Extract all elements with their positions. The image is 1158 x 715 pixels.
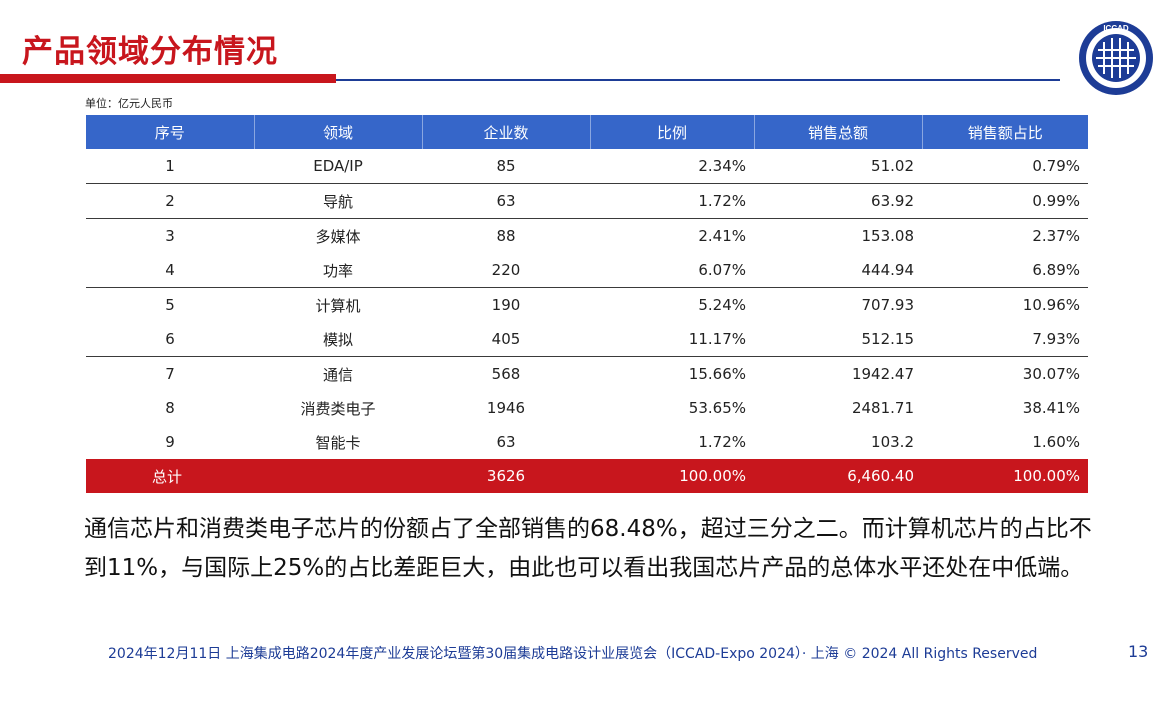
cell-sales-total: 444.94	[861, 261, 915, 279]
total-sales-share: 100.00%	[922, 459, 1088, 493]
unit-label: 单位：亿元人民币	[85, 97, 173, 110]
logo-text: ICCAD	[1103, 24, 1129, 33]
cell-ratio: 11.17%	[688, 330, 746, 348]
cell-index: 2	[86, 183, 254, 219]
title-underline-red	[0, 74, 336, 83]
cell-domain: 导航	[254, 183, 422, 219]
cell-company-count: 63	[422, 183, 590, 219]
cell-ratio: 1.72%	[698, 433, 746, 451]
cell-sales-share: 0.79%	[1032, 157, 1080, 175]
table-header-row: 序号 领域 企业数 比例 销售总额 销售额占比	[86, 115, 1088, 149]
table-row: 7 通信 568 15.66% 1942.47 30.07%	[86, 356, 1088, 391]
cell-sales-total: 512.15	[861, 330, 915, 348]
cell-company-count: 568	[422, 356, 590, 391]
footer-text: 2024年12月11日 上海集成电路2024年度产业发展论坛暨第30届集成电路设…	[108, 646, 1038, 662]
cell-sales-total: 153.08	[754, 218, 922, 253]
table-row: 3 多媒体 88 2.41% 153.08 2.37%	[86, 218, 1088, 253]
header-index: 序号	[86, 115, 255, 149]
header-ratio: 比例	[590, 115, 755, 149]
cell-sales-share: 7.93%	[1032, 330, 1080, 348]
table-row: 9 智能卡 63 1.72% 103.2 1.60%	[86, 425, 1088, 459]
slide-title: 产品领域分布情况	[22, 34, 278, 70]
cell-ratio: 53.65%	[688, 399, 746, 417]
product-domain-table: 序号 领域 企业数 比例 销售总额 销售额占比 1 EDA/IP 85 2.34…	[86, 115, 1088, 493]
iccad-logo-icon: ICCAD	[1079, 21, 1153, 95]
table-row: 8 消费类电子 1946 53.65% 2481.71 38.41%	[86, 391, 1088, 425]
cell-domain: 消费类电子	[300, 399, 376, 418]
cell-index: 7	[86, 356, 254, 391]
cell-sales-share: 0.99%	[922, 183, 1088, 219]
cell-sales-share: 10.96%	[922, 287, 1088, 322]
cell-domain: EDA/IP	[313, 157, 363, 175]
header-domain: 领域	[254, 115, 423, 149]
page-number: 13	[1128, 642, 1149, 661]
cell-company-count: 220	[491, 261, 521, 279]
cell-company-count: 85	[496, 157, 516, 175]
cell-index: 8	[165, 399, 175, 417]
cell-sales-share: 2.37%	[922, 218, 1088, 253]
cell-sales-share: 1.60%	[1032, 433, 1080, 451]
table-row: 5 计算机 190 5.24% 707.93 10.96%	[86, 287, 1088, 322]
cell-ratio: 2.41%	[590, 218, 754, 253]
total-company-count: 3626	[422, 459, 590, 493]
cell-domain: 智能卡	[315, 433, 361, 452]
cell-ratio: 15.66%	[590, 356, 754, 391]
cell-sales-total: 707.93	[754, 287, 922, 322]
header-company-count: 企业数	[422, 115, 591, 149]
total-ratio: 100.00%	[590, 459, 754, 493]
table-row: 4 功率 220 6.07% 444.94 6.89%	[86, 253, 1088, 288]
cell-sales-total: 103.2	[871, 433, 914, 451]
cell-company-count: 63	[496, 433, 516, 451]
cell-company-count: 88	[422, 218, 590, 253]
total-label: 总计	[86, 459, 422, 493]
cell-company-count: 190	[422, 287, 590, 322]
table-row: 1 EDA/IP 85 2.34% 51.02 0.79%	[86, 149, 1088, 184]
title-underline-blue	[336, 79, 1060, 81]
cell-index: 4	[165, 261, 175, 279]
table-total-row: 总计 3626 100.00% 6,460.40 100.00%	[86, 459, 1088, 493]
cell-index: 6	[165, 330, 175, 348]
cell-sales-share: 30.07%	[922, 356, 1088, 391]
table-row: 2 导航 63 1.72% 63.92 0.99%	[86, 183, 1088, 219]
header-sales-total: 销售总额	[754, 115, 923, 149]
cell-index: 3	[86, 218, 254, 253]
summary-paragraph: 通信芯片和消费类电子芯片的份额占了全部销售的68.48%，超过三分之二。而计算机…	[84, 516, 1092, 581]
table-row: 6 模拟 405 11.17% 512.15 7.93%	[86, 322, 1088, 357]
cell-index: 1	[165, 157, 175, 175]
cell-sales-total: 63.92	[754, 183, 922, 219]
cell-company-count: 405	[491, 330, 521, 348]
cell-sales-total: 1942.47	[754, 356, 922, 391]
cell-sales-total: 2481.71	[851, 399, 914, 417]
cell-company-count: 1946	[486, 399, 526, 417]
cell-domain: 功率	[322, 261, 353, 280]
cell-sales-total: 51.02	[871, 157, 914, 175]
cell-index: 5	[86, 287, 254, 322]
cell-ratio: 5.24%	[590, 287, 754, 322]
cell-ratio: 1.72%	[590, 183, 754, 219]
cell-ratio: 2.34%	[698, 157, 746, 175]
cell-domain: 通信	[254, 356, 422, 391]
cell-domain: 多媒体	[254, 218, 422, 253]
header-sales-share: 销售额占比	[922, 115, 1088, 149]
total-sales-total: 6,460.40	[754, 459, 922, 493]
cell-index: 9	[165, 433, 175, 451]
cell-domain: 模拟	[322, 330, 353, 349]
cell-sales-share: 38.41%	[1022, 399, 1080, 417]
cell-domain: 计算机	[254, 287, 422, 322]
cell-ratio: 6.07%	[698, 261, 746, 279]
cell-sales-share: 6.89%	[1032, 261, 1080, 279]
